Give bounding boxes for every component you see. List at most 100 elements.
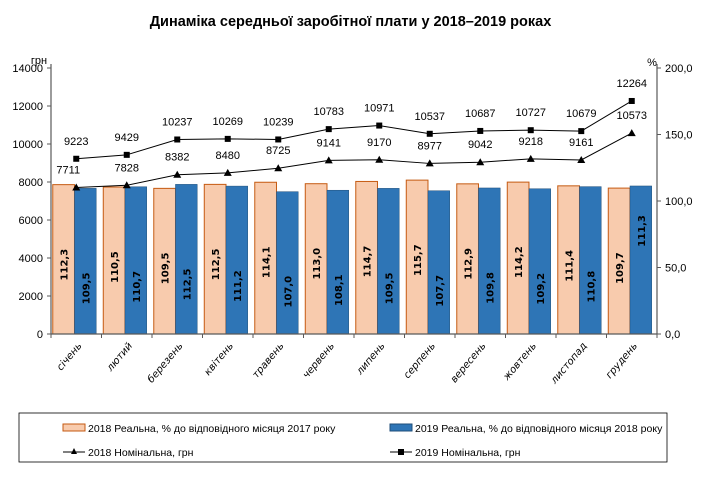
bar-2019 [579,186,602,335]
right-tick-label: 0,0 [665,329,680,341]
bar-label: 109,5 [161,253,172,285]
point-label: 10537 [414,111,445,123]
point-label: 10679 [566,108,597,120]
point-label: 9161 [569,137,593,149]
legend-label: 2018 Номінальна, грн [88,447,194,459]
bar-label: 113,0 [312,248,323,280]
month-label: квітень [202,340,236,378]
bar-label: 110,7 [132,271,143,303]
point-label: 7711 [56,164,80,176]
line-2018 [76,132,632,188]
bar-2019 [478,187,501,335]
bar-label: 114,1 [262,246,273,278]
left-tick-label: 8000 [19,177,43,189]
point-2019 [376,122,383,129]
point-2019 [275,136,282,143]
left-tick-label: 10000 [12,139,43,151]
point-2018 [324,156,333,164]
bar-label: 110,8 [586,271,597,303]
left-tick-label: 6000 [19,215,43,227]
point-2018 [72,183,81,191]
point-2019 [426,130,433,137]
point-label: 9141 [317,137,341,149]
bar-label: 109,5 [384,273,395,305]
legend-label: 2018 Реальна, % до відповідного місяця 2… [88,423,336,435]
month-label: червень [301,341,337,381]
point-label: 10237 [162,116,193,128]
bar-label: 109,5 [81,273,92,305]
bar-2019 [74,188,97,335]
bar-2019 [326,189,349,335]
month-label: липень [354,341,388,378]
point-label: 12264 [616,78,647,90]
month-label: жовтень [501,341,539,384]
bar-2019 [629,185,652,335]
bar-2019 [225,185,248,335]
point-2019 [174,136,181,143]
left-tick-label: 14000 [12,63,43,75]
point-2018 [122,181,131,189]
month-label: вересень [449,341,489,385]
chart-title: Динаміка середньої заробітної плати у 20… [149,14,552,30]
point-label: 10971 [364,103,395,115]
left-axis-unit: грн [31,55,47,67]
right-tick-label: 200,0 [665,63,693,75]
bar-label: 112,5 [182,269,193,301]
bar-label: 115,7 [413,244,424,276]
point-label: 10239 [263,116,294,128]
bar-label: 111,3 [637,215,648,247]
bar-label: 107,0 [283,276,294,308]
month-label: березень [145,340,186,385]
legend-triangle-marker [71,448,77,454]
point-label: 9223 [64,136,88,148]
bar-label: 114,7 [363,246,374,278]
point-2018 [577,155,586,163]
bar-2019 [377,188,400,335]
point-2019 [477,127,484,134]
legend-swatch [389,423,413,432]
legend-label: 2019 Реальна, % до відповідного місяця 2… [415,423,663,435]
right-tick-label: 50,0 [665,263,686,275]
point-2019 [224,135,231,142]
point-label: 9170 [367,137,391,149]
point-label: 10783 [313,106,344,118]
point-label: 8382 [165,152,189,164]
month-label: серпень [402,341,438,381]
left-tick-label: 2000 [19,291,43,303]
month-label: грудень [604,341,640,381]
bar-2019 [276,191,299,335]
point-2018 [476,158,485,166]
point-label: 9218 [519,136,543,148]
point-label: 10269 [212,116,243,128]
bar-2019 [427,190,450,335]
month-label: лютий [104,340,135,374]
right-axis-unit: % [647,57,657,69]
month-label: травень [251,341,287,381]
bar-label: 114,2 [514,246,525,278]
point-2019 [123,151,130,158]
point-2019 [578,128,585,135]
bar-label: 107,7 [435,275,446,307]
point-2019 [527,127,534,134]
bar-2019 [528,188,551,335]
bar-label: 111,2 [233,270,244,302]
legend-swatch [62,423,86,432]
bar-label: 112,9 [464,248,475,280]
point-2018 [627,129,636,137]
right-tick-label: 150,0 [665,130,693,142]
bar-label: 112,5 [211,249,222,281]
point-label: 9429 [115,132,139,144]
point-label: 8725 [266,145,290,157]
point-label: 10687 [465,108,496,120]
right-tick-label: 100,0 [665,196,693,208]
left-tick-label: 0 [37,329,43,341]
legend-square-marker [398,449,404,455]
line-2019 [76,100,633,160]
bar-label: 111,4 [565,250,576,282]
point-2019 [73,155,80,162]
point-label: 8480 [216,150,240,162]
point-label: 8977 [418,140,442,152]
point-2018 [173,170,182,178]
point-2018 [425,159,434,167]
